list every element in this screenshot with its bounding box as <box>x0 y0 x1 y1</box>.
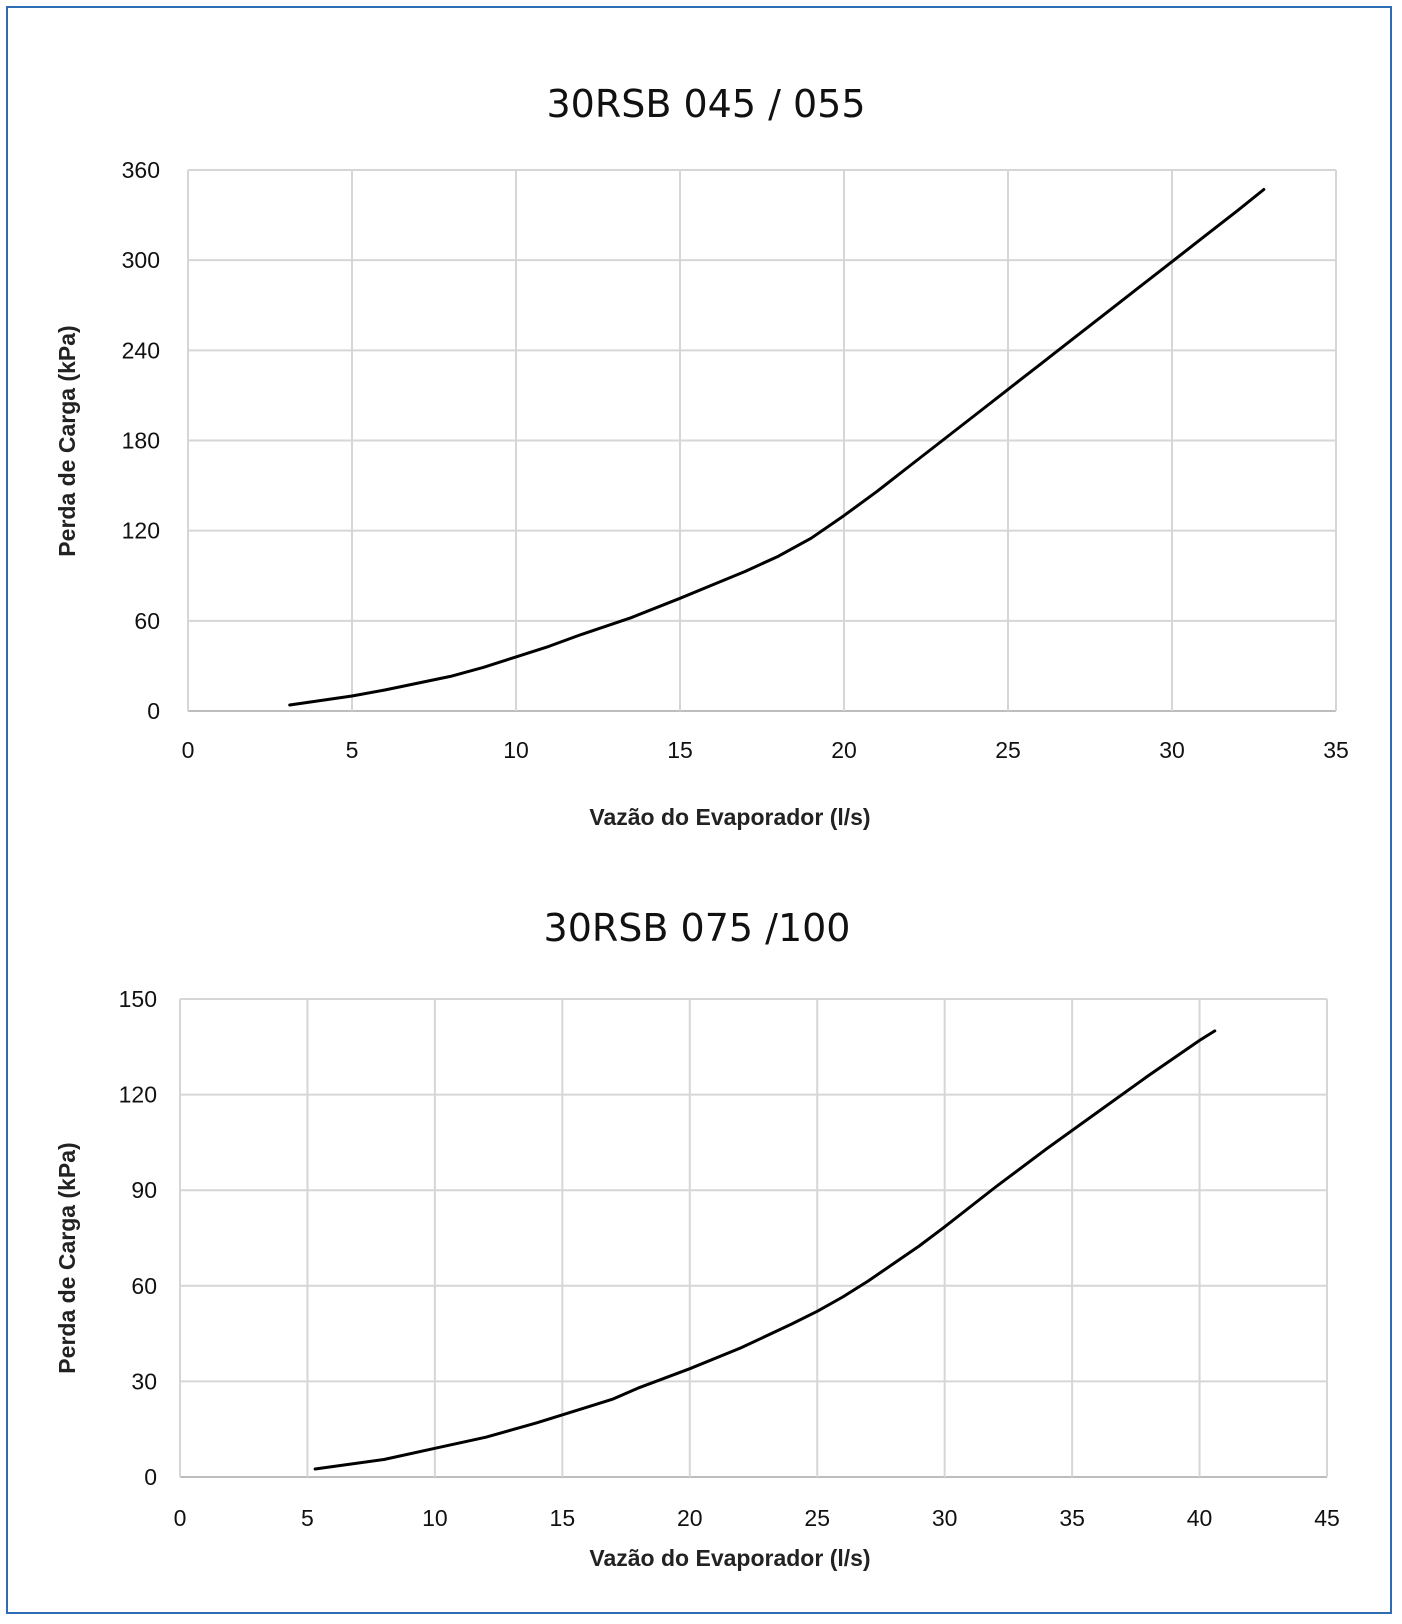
chart-1: 30RSB 045 / 055 0 60 120 180 240 300 360 0 5 10 1… <box>54 82 1349 830</box>
x-tick-label: 5 <box>346 737 359 763</box>
x-tick-label: 20 <box>831 737 857 763</box>
y-tick-label: 360 <box>122 157 160 183</box>
chart-1-series-line <box>288 188 1266 707</box>
x-tick-label: 0 <box>174 1505 187 1531</box>
y-tick-label: 60 <box>131 1273 157 1299</box>
y-tick-label: 150 <box>119 986 157 1012</box>
x-tick-label: 10 <box>422 1505 448 1531</box>
chart-1-y-tick-labels: 0 60 120 180 240 300 360 <box>122 157 160 724</box>
x-tick-label: 20 <box>677 1505 703 1531</box>
chart-2: 30RSB 075 /100 0 30 60 90 120 150 0 5 10 15 20 25 3… <box>54 906 1340 1571</box>
chart-2-x-axis-label: Vazão do Evaporador (l/s) <box>589 1545 870 1571</box>
y-tick-label: 60 <box>134 608 160 634</box>
chart-2-y-axis-label: Perda de Carga (kPa) <box>54 1142 80 1373</box>
y-tick-label: 0 <box>144 1464 157 1490</box>
x-tick-label: 15 <box>550 1505 576 1531</box>
x-tick-label: 0 <box>182 737 195 763</box>
chart-2-gridlines <box>179 998 1328 1478</box>
y-tick-label: 0 <box>147 698 160 724</box>
x-tick-label: 25 <box>804 1505 830 1531</box>
x-tick-label: 40 <box>1187 1505 1213 1531</box>
y-tick-label: 180 <box>122 428 160 454</box>
chart-1-x-axis-label: Vazão do Evaporador (l/s) <box>589 804 870 830</box>
chart-2-y-tick-labels: 0 30 60 90 120 150 <box>119 986 157 1490</box>
x-tick-label: 15 <box>667 737 693 763</box>
y-tick-label: 120 <box>119 1082 157 1108</box>
chart-2-x-tick-labels: 0 5 10 15 20 25 30 35 40 45 <box>174 1505 1340 1531</box>
chart-1-y-axis-label: Perda de Carga (kPa) <box>54 325 80 556</box>
y-tick-label: 300 <box>122 247 160 273</box>
y-tick-label: 30 <box>131 1368 157 1394</box>
chart-2-title: 30RSB 075 /100 <box>544 906 851 950</box>
x-tick-label: 30 <box>932 1505 958 1531</box>
y-tick-label: 120 <box>122 518 160 544</box>
y-tick-label: 90 <box>131 1177 157 1203</box>
x-tick-label: 5 <box>301 1505 314 1531</box>
chart-2-series-line <box>313 1029 1217 1471</box>
x-tick-label: 35 <box>1059 1505 1085 1531</box>
x-tick-label: 45 <box>1314 1505 1340 1531</box>
x-tick-label: 35 <box>1323 737 1349 763</box>
chart-1-gridlines <box>187 169 1337 712</box>
x-tick-label: 30 <box>1159 737 1185 763</box>
y-tick-label: 240 <box>122 337 160 363</box>
figure-frame <box>6 6 1392 1614</box>
chart-1-x-tick-labels: 0 5 10 15 20 25 30 35 <box>182 737 1349 763</box>
x-tick-label: 10 <box>503 737 529 763</box>
x-tick-label: 25 <box>995 737 1021 763</box>
chart-1-title: 30RSB 045 / 055 <box>546 82 865 126</box>
